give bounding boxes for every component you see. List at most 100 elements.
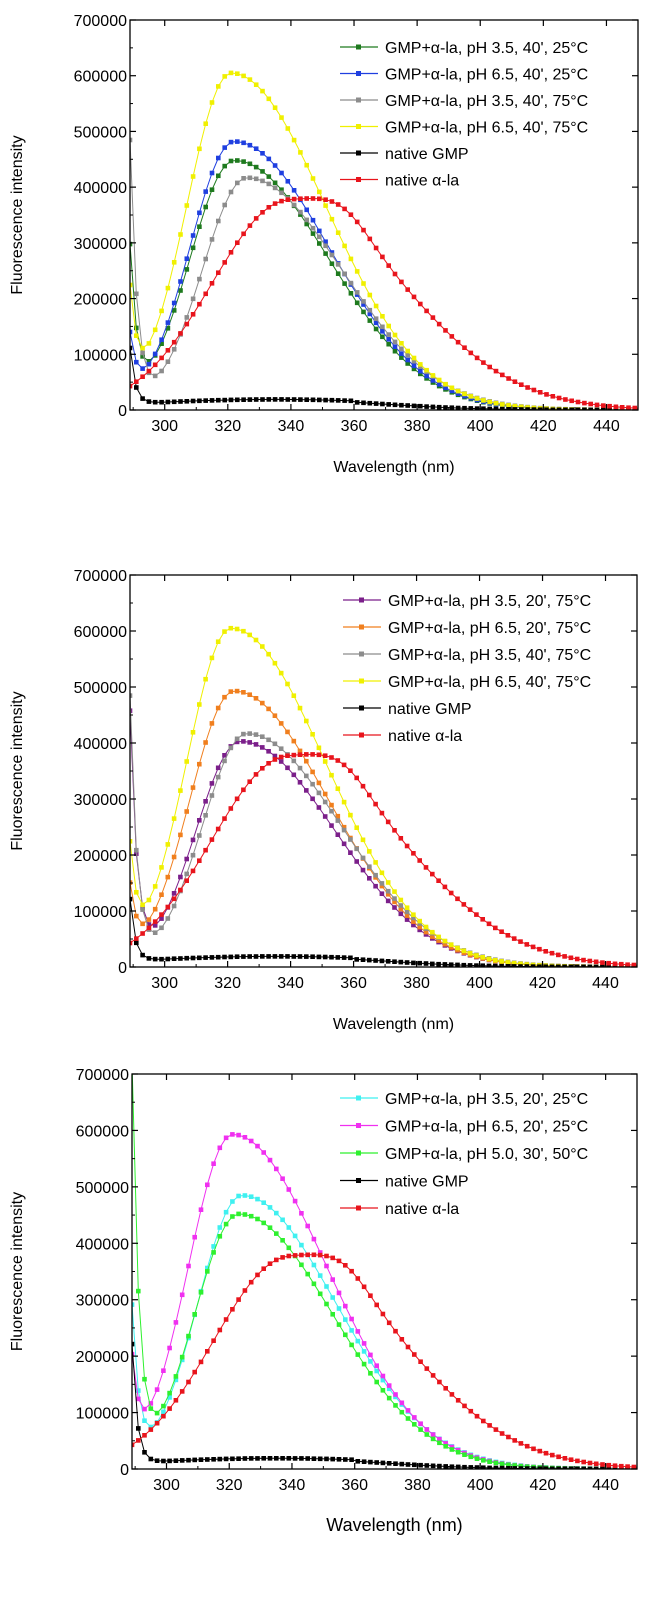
x-tick-label: 420 <box>529 975 556 992</box>
data-point <box>537 390 543 395</box>
data-point <box>437 1463 442 1469</box>
data-point <box>343 1263 348 1268</box>
data-point <box>209 955 215 960</box>
data-point <box>367 236 373 242</box>
data-point <box>253 216 259 221</box>
data-point <box>148 1424 154 1430</box>
legend-marker <box>359 705 364 711</box>
data-point <box>367 307 373 313</box>
data-point <box>335 786 341 791</box>
data-point <box>638 965 643 970</box>
data-point <box>179 1357 185 1363</box>
data-point <box>417 924 422 930</box>
data-point <box>171 260 177 265</box>
legend-label: GMP+α-la, pH 6.5, 40', 75°C <box>385 120 588 137</box>
legend-marker <box>356 177 361 182</box>
data-point <box>165 359 171 364</box>
data-point <box>343 1303 348 1309</box>
data-point <box>132 1341 135 1347</box>
data-point <box>203 398 208 403</box>
data-point <box>205 1265 210 1271</box>
data-point <box>549 964 555 967</box>
data-point <box>543 1466 549 1469</box>
data-point <box>324 1456 329 1462</box>
data-point <box>299 1211 304 1216</box>
data-point <box>286 1225 292 1230</box>
data-point <box>474 396 480 401</box>
data-point <box>152 956 158 962</box>
data-point <box>335 818 341 823</box>
data-point <box>179 1354 185 1360</box>
data-point <box>335 262 341 267</box>
data-point <box>379 891 385 896</box>
data-point <box>462 1452 467 1457</box>
data-point <box>272 741 278 747</box>
data-point <box>209 655 215 661</box>
data-point <box>519 404 524 410</box>
data-point <box>562 954 567 959</box>
data-point <box>266 737 271 743</box>
legend-label: native GMP <box>385 146 469 163</box>
data-point <box>481 398 486 403</box>
data-point <box>493 406 499 410</box>
data-point <box>247 692 252 697</box>
data-point <box>184 203 190 208</box>
data-point <box>134 940 139 946</box>
data-point <box>373 303 379 309</box>
data-point <box>569 407 574 410</box>
data-point <box>255 1196 260 1202</box>
data-point <box>423 961 429 966</box>
data-point <box>311 1281 317 1287</box>
data-point <box>385 892 391 897</box>
data-point <box>493 1427 499 1432</box>
data-point <box>354 269 360 274</box>
legend-label: GMP+α-la, pH 3.5, 40', 25°C <box>385 40 588 57</box>
data-point <box>385 880 391 885</box>
data-point <box>361 281 366 286</box>
data-point <box>291 397 297 402</box>
data-point <box>310 732 315 737</box>
data-point <box>274 1210 279 1216</box>
data-point <box>348 837 353 842</box>
data-point <box>386 1461 392 1466</box>
data-point <box>361 1459 367 1464</box>
data-point <box>266 397 272 402</box>
data-point <box>404 960 410 965</box>
data-point <box>505 960 511 965</box>
data-point <box>324 1284 329 1289</box>
data-point <box>299 1262 304 1268</box>
data-point <box>171 308 177 313</box>
data-point <box>159 925 164 931</box>
data-point <box>274 1166 279 1172</box>
data-point <box>342 281 347 286</box>
data-point <box>140 354 145 359</box>
data-point <box>317 196 322 202</box>
data-point <box>299 1242 304 1248</box>
data-point <box>354 846 359 852</box>
data-point <box>272 954 278 959</box>
data-point <box>215 954 221 960</box>
data-point <box>349 1342 354 1348</box>
data-point <box>354 290 360 295</box>
data-point <box>304 207 309 213</box>
data-point <box>216 173 221 179</box>
data-point <box>455 1398 461 1403</box>
data-point <box>234 736 240 742</box>
data-point <box>217 1327 223 1333</box>
data-point <box>619 405 625 410</box>
data-point <box>216 397 221 403</box>
data-point <box>487 406 492 410</box>
data-point <box>398 836 404 841</box>
data-point <box>190 233 196 238</box>
data-point <box>594 407 600 410</box>
legend-item: native GMP <box>343 701 472 718</box>
legend-label: native α-la <box>385 173 459 190</box>
data-point <box>360 837 366 843</box>
data-point <box>341 827 347 833</box>
data-point <box>430 315 436 320</box>
legend-label: native GMP <box>385 1174 469 1191</box>
data-point <box>518 1463 524 1469</box>
data-point <box>385 819 391 825</box>
series-line <box>130 159 638 410</box>
data-point <box>167 1458 172 1464</box>
